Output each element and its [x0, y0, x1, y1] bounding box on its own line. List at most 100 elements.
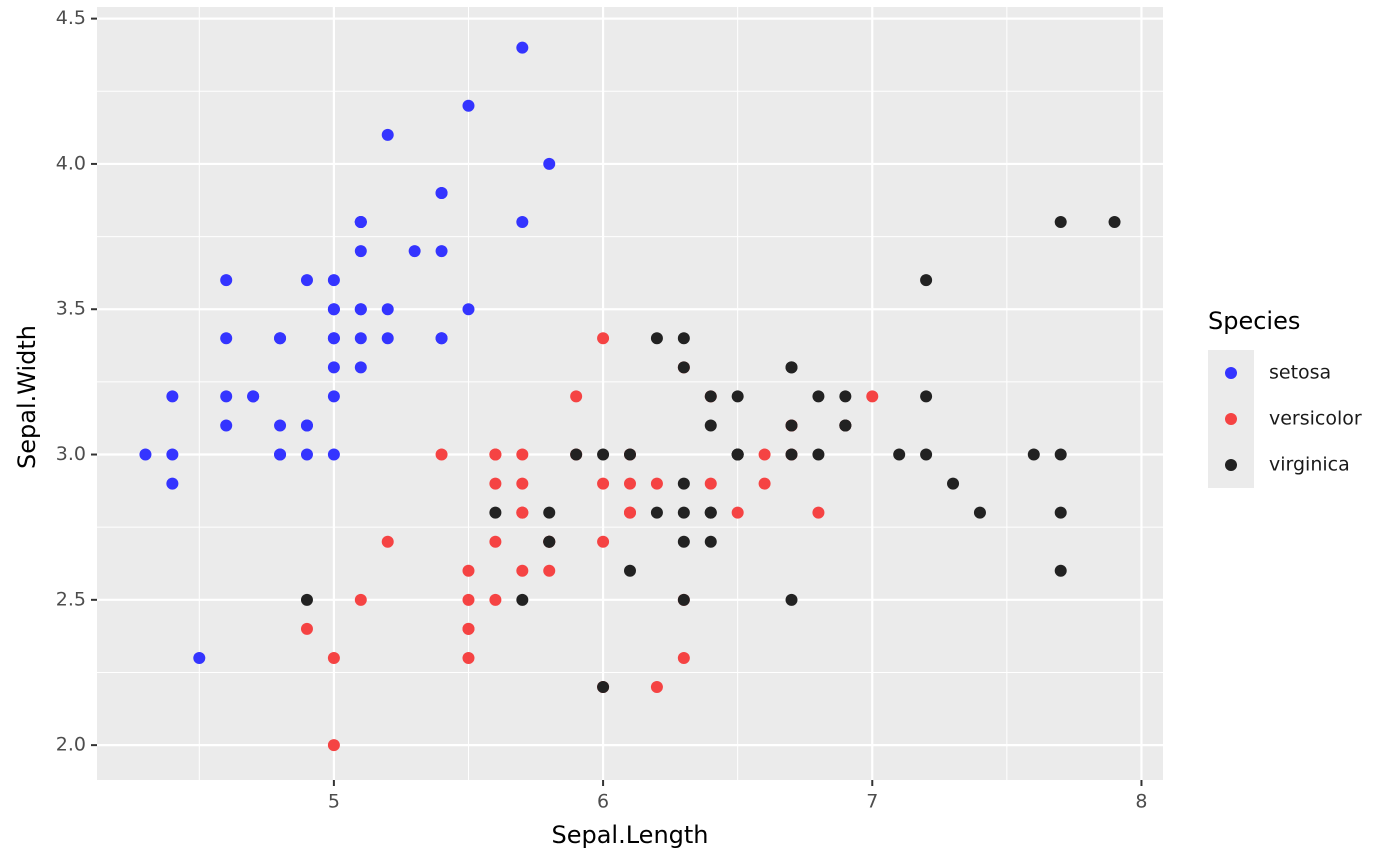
point — [489, 448, 502, 461]
point — [300, 622, 313, 635]
point — [570, 390, 583, 403]
point — [758, 477, 771, 490]
point — [381, 128, 394, 141]
point — [677, 332, 690, 345]
point — [650, 332, 663, 345]
point — [516, 477, 529, 490]
point — [274, 448, 287, 461]
legend-key — [1225, 413, 1237, 425]
point — [462, 593, 475, 606]
point — [139, 448, 152, 461]
point — [1027, 448, 1040, 461]
point — [543, 506, 556, 519]
x-axis-title: Sepal.Length — [551, 821, 708, 849]
point — [543, 157, 556, 170]
point — [839, 390, 852, 403]
point — [1108, 216, 1121, 229]
point — [489, 593, 502, 606]
point — [354, 361, 367, 374]
point — [597, 535, 610, 548]
point — [220, 332, 233, 345]
point — [274, 419, 287, 432]
point — [893, 448, 906, 461]
point — [624, 506, 636, 519]
point — [435, 245, 448, 258]
point — [220, 419, 233, 432]
point — [812, 390, 825, 403]
point — [650, 477, 663, 490]
y-axis-title: Sepal.Width — [13, 325, 41, 469]
point — [677, 477, 690, 490]
point — [731, 506, 744, 519]
point — [516, 216, 529, 229]
point — [327, 274, 340, 287]
point — [785, 419, 798, 432]
point — [624, 564, 636, 577]
point — [327, 332, 340, 345]
point — [677, 535, 690, 548]
point — [812, 448, 825, 461]
point — [220, 274, 233, 287]
point — [516, 506, 529, 519]
point — [704, 506, 717, 519]
point — [677, 593, 690, 606]
point — [166, 390, 179, 403]
legend-key — [1225, 459, 1237, 471]
point — [300, 419, 313, 432]
point — [300, 593, 313, 606]
point — [731, 390, 744, 403]
y-tick-label: 3.5 — [56, 298, 86, 320]
point — [489, 506, 502, 519]
x-tick-label: 5 — [328, 791, 340, 813]
x-tick-label: 8 — [1135, 791, 1147, 813]
point — [327, 361, 340, 374]
point — [381, 535, 394, 548]
point — [624, 448, 636, 461]
point — [1054, 448, 1067, 461]
point — [435, 186, 448, 199]
point — [624, 477, 636, 490]
point — [597, 477, 610, 490]
legend-label: virginica — [1269, 454, 1350, 476]
point — [327, 303, 340, 316]
point — [650, 681, 663, 694]
point — [543, 564, 556, 577]
point — [1054, 216, 1067, 229]
point — [300, 448, 313, 461]
point — [1054, 564, 1067, 577]
point — [327, 651, 340, 664]
point — [247, 390, 260, 403]
point — [704, 477, 717, 490]
point — [489, 535, 502, 548]
point — [570, 448, 583, 461]
point — [543, 535, 556, 548]
point — [516, 564, 529, 577]
point — [866, 390, 879, 403]
point — [758, 448, 771, 461]
panel — [97, 7, 1163, 780]
point — [354, 332, 367, 345]
point — [166, 448, 179, 461]
y-tick-label: 2.5 — [56, 588, 86, 610]
point — [354, 593, 367, 606]
point — [516, 41, 529, 54]
point — [812, 506, 825, 519]
point — [462, 564, 475, 577]
point — [677, 361, 690, 374]
points — [139, 41, 1121, 752]
point — [731, 448, 744, 461]
point — [839, 419, 852, 432]
point — [785, 361, 798, 374]
x-tick-label: 7 — [866, 791, 878, 813]
x-tick-label: 6 — [597, 791, 609, 813]
point — [354, 303, 367, 316]
point — [677, 651, 690, 664]
y-tick-label: 4.0 — [56, 152, 86, 174]
point — [920, 390, 933, 403]
point — [650, 506, 663, 519]
y-tick-label: 4.5 — [56, 7, 86, 29]
point — [354, 245, 367, 258]
point — [677, 506, 690, 519]
